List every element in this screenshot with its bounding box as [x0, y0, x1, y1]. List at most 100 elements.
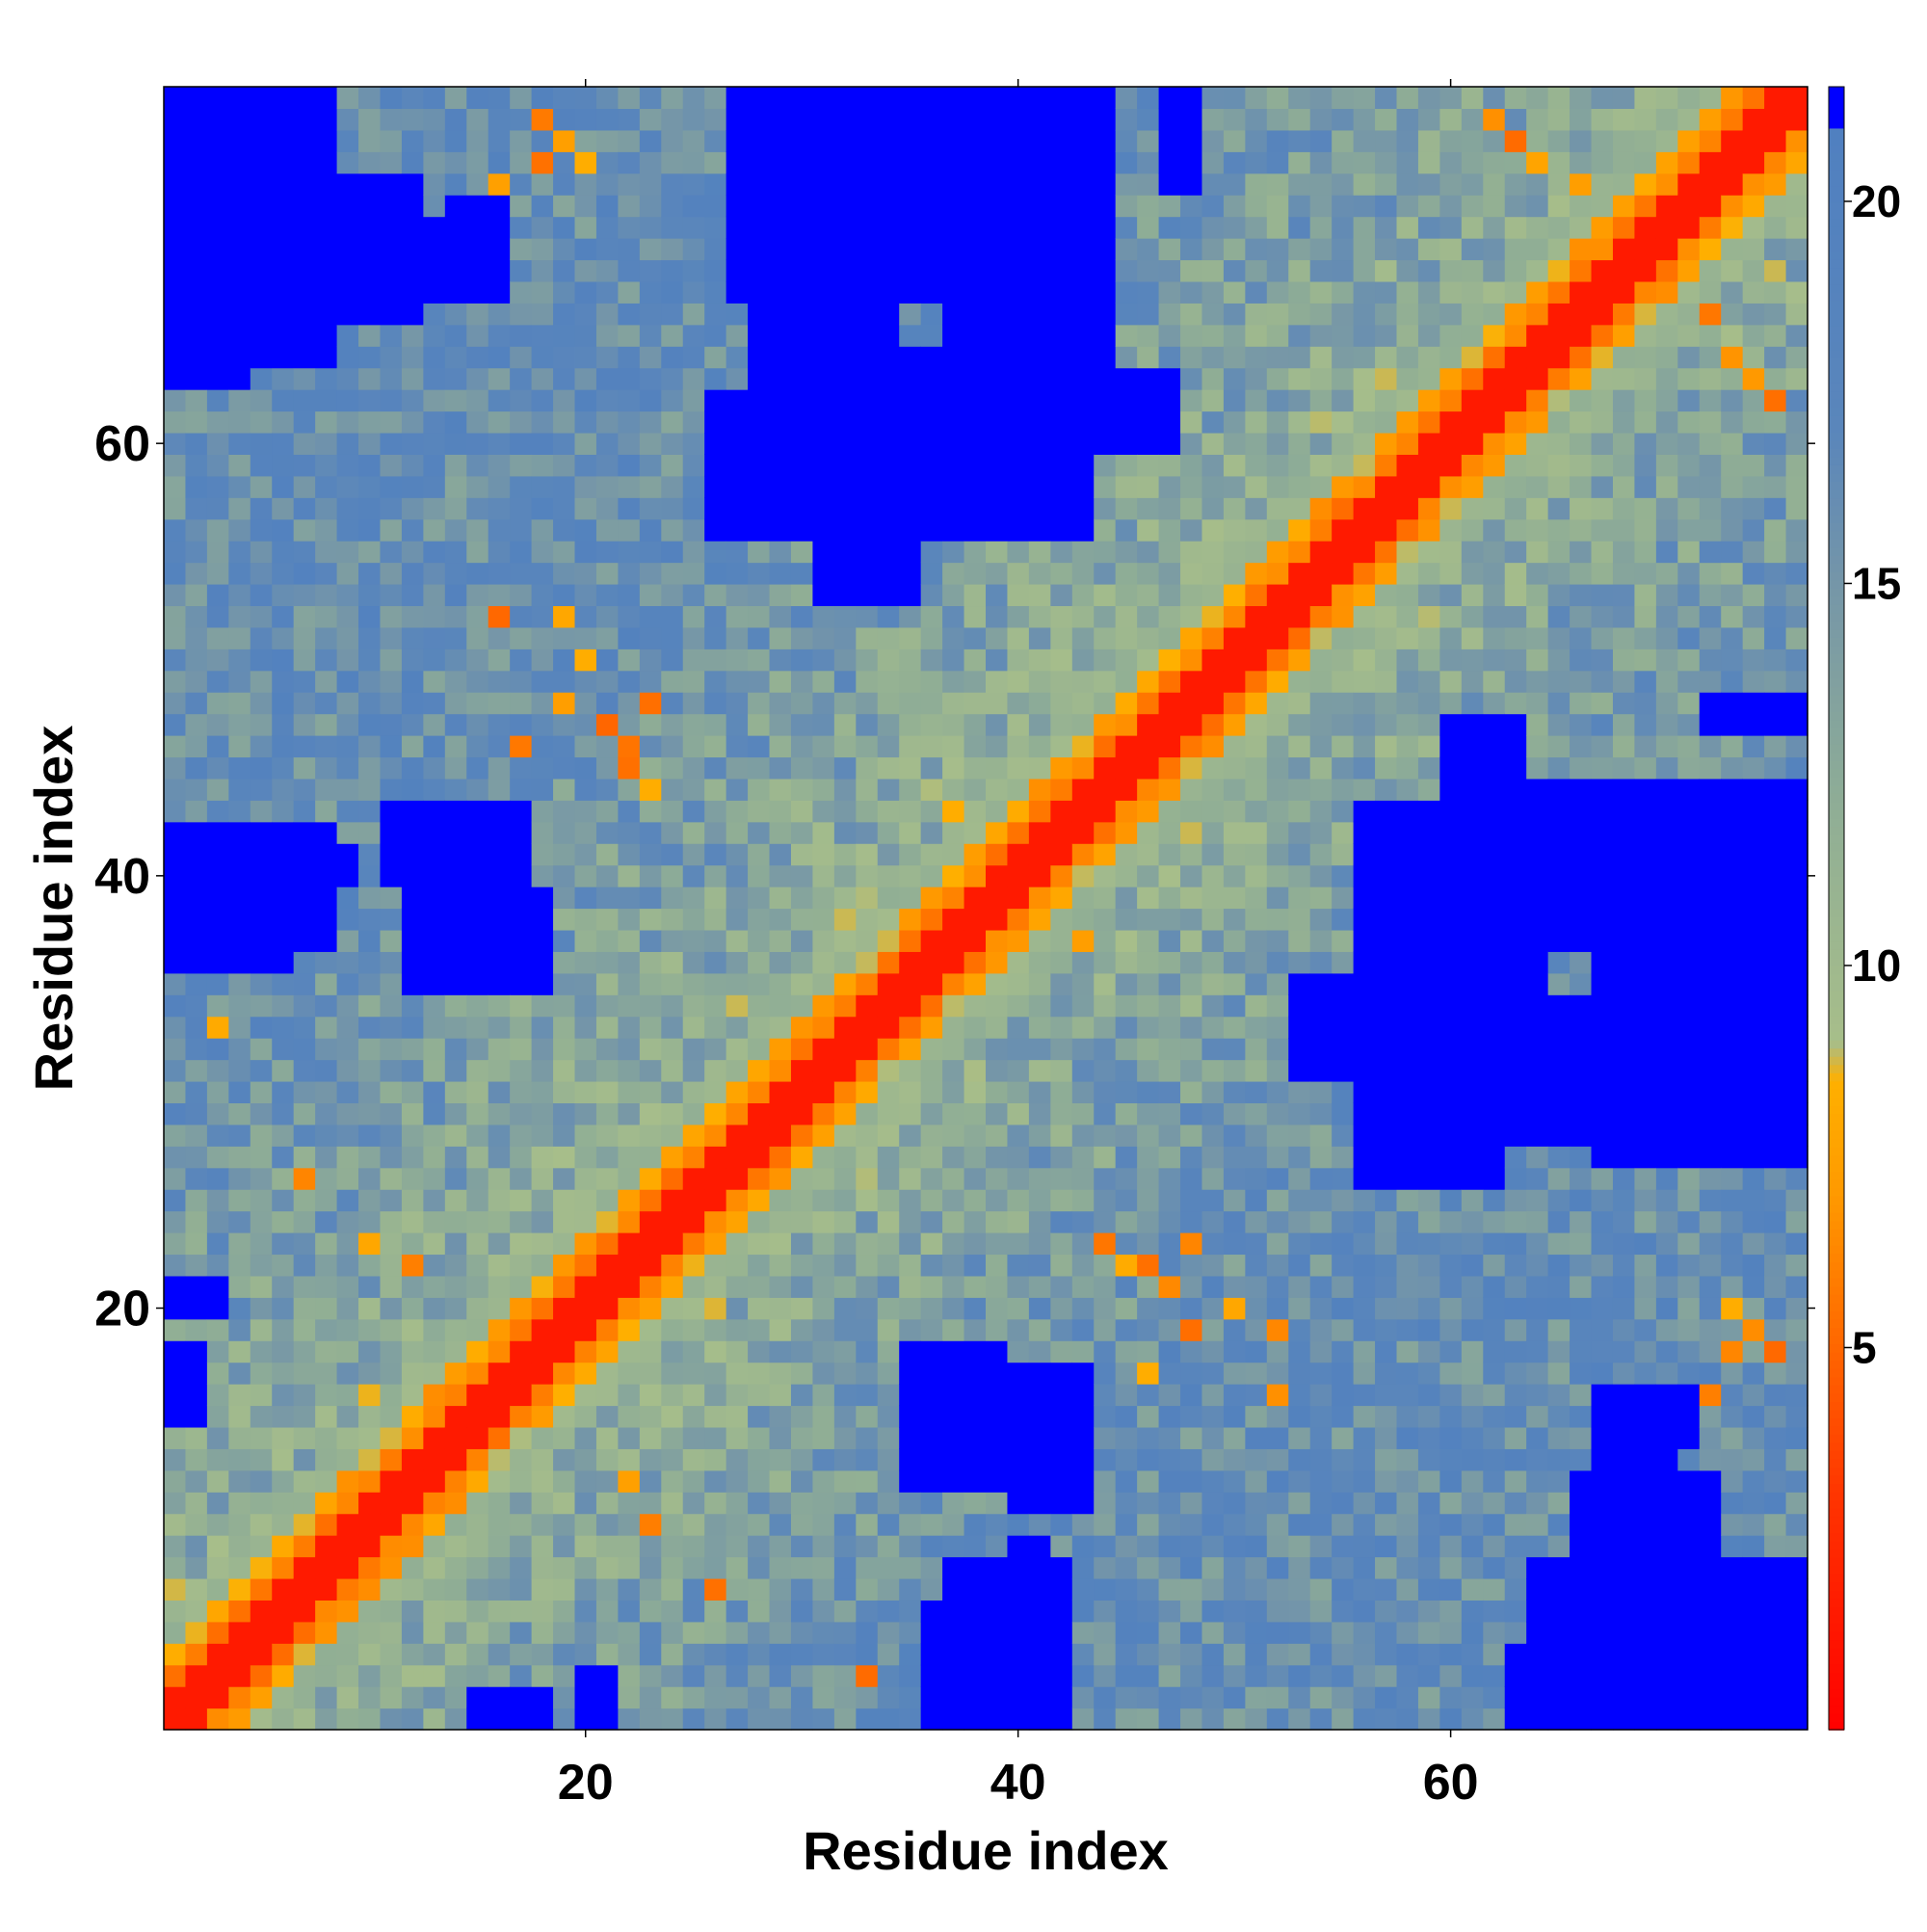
heatmap-cell	[1461, 864, 1484, 887]
heatmap-cell	[1353, 1664, 1376, 1687]
heatmap-cell	[488, 1275, 511, 1298]
heatmap-cell	[488, 1167, 511, 1190]
heatmap-cell	[553, 238, 576, 261]
heatmap-cell	[1547, 1362, 1571, 1385]
heatmap-cell	[1353, 1707, 1376, 1731]
heatmap-cell	[1071, 626, 1095, 649]
heatmap-cell	[1180, 562, 1203, 585]
heatmap-cell	[1375, 800, 1398, 823]
heatmap-cell	[401, 497, 424, 520]
heatmap-cell	[1028, 843, 1051, 866]
heatmap-cell	[986, 1664, 1009, 1687]
heatmap-cell	[964, 648, 987, 672]
heatmap-cell	[877, 1469, 900, 1493]
heatmap-cell	[1094, 129, 1117, 152]
heatmap-cell	[726, 1318, 749, 1341]
heatmap-cell	[1245, 929, 1268, 952]
heatmap-cell	[661, 735, 684, 758]
heatmap-cell	[1115, 972, 1138, 995]
heatmap-cell	[1094, 1426, 1117, 1449]
heatmap-cell	[1137, 605, 1160, 628]
heatmap-cell	[1417, 238, 1440, 261]
heatmap-cell	[272, 1146, 295, 1169]
heatmap-cell	[1375, 908, 1398, 931]
heatmap-cell	[488, 1426, 511, 1449]
heatmap-cell	[1094, 648, 1117, 672]
heatmap-cell	[1461, 1016, 1484, 1039]
heatmap-cell	[595, 1167, 619, 1190]
heatmap-cell	[1288, 1275, 1311, 1298]
heatmap-cell	[206, 1686, 229, 1709]
heatmap-cell	[790, 670, 814, 693]
heatmap-cell	[1526, 216, 1549, 239]
heatmap-cell	[466, 389, 489, 412]
heatmap-cell	[986, 778, 1009, 801]
heatmap-cell	[336, 541, 359, 564]
heatmap-cell	[185, 1384, 208, 1407]
heatmap-cell	[510, 303, 533, 326]
heatmap-cell	[336, 1210, 359, 1233]
heatmap-cell	[1526, 626, 1549, 649]
heatmap-cell	[531, 562, 554, 585]
heatmap-cell	[748, 1016, 771, 1039]
heatmap-cell	[964, 475, 987, 498]
heatmap-cell	[250, 454, 273, 477]
heatmap-cell	[986, 843, 1009, 866]
heatmap-cell	[293, 1167, 316, 1190]
heatmap-cell	[293, 1189, 316, 1212]
heatmap-cell	[1504, 1124, 1527, 1147]
heatmap-cell	[748, 1664, 771, 1687]
heatmap-cell	[1071, 583, 1095, 607]
heatmap-cell	[358, 324, 382, 347]
heatmap-cell	[1504, 1038, 1527, 1061]
heatmap-cell	[877, 583, 900, 607]
heatmap-cell	[1115, 1254, 1138, 1277]
heatmap-cell	[1245, 1275, 1268, 1298]
heatmap-cell	[682, 432, 705, 455]
heatmap-cell	[358, 1621, 382, 1644]
heatmap-cell	[986, 195, 1009, 218]
heatmap-cell	[704, 475, 727, 498]
heatmap-cell	[444, 1384, 467, 1407]
heatmap-cell	[1526, 1254, 1549, 1277]
heatmap-cell	[1223, 713, 1246, 736]
heatmap-cell	[682, 843, 705, 866]
heatmap-cell	[423, 1448, 446, 1471]
heatmap-cell	[1028, 151, 1051, 174]
heatmap-cell	[639, 800, 662, 823]
heatmap-cell	[206, 280, 229, 304]
heatmap-cell	[1375, 583, 1398, 607]
heatmap-cell	[877, 1556, 900, 1579]
heatmap-cell	[661, 280, 684, 304]
heatmap-cell	[272, 1016, 295, 1039]
heatmap-cell	[510, 367, 533, 390]
heatmap-cell	[1375, 238, 1398, 261]
heatmap-cell	[358, 864, 382, 887]
heatmap-cell	[1309, 972, 1333, 995]
heatmap-cell	[1483, 1600, 1506, 1623]
heatmap-cell	[1332, 1362, 1355, 1385]
heatmap-cell	[423, 541, 446, 564]
heatmap-cell	[1417, 367, 1440, 390]
heatmap-cell	[1417, 887, 1440, 910]
heatmap-cell	[769, 1146, 792, 1169]
heatmap-cell	[228, 497, 251, 520]
heatmap-cell	[488, 994, 511, 1018]
heatmap-cell	[1201, 1189, 1225, 1212]
heatmap-cell	[1483, 1707, 1506, 1731]
heatmap-cell	[856, 756, 879, 780]
heatmap-cell	[1547, 259, 1571, 282]
heatmap-cell	[1007, 259, 1030, 282]
heatmap-cell	[1050, 605, 1073, 628]
heatmap-cell	[1526, 1556, 1549, 1579]
heatmap-cell	[1396, 324, 1419, 347]
heatmap-cell	[1158, 389, 1181, 412]
heatmap-cell	[250, 908, 273, 931]
heatmap-cell	[206, 1232, 229, 1256]
heatmap-cell	[1071, 518, 1095, 542]
heatmap-cell	[553, 1146, 576, 1169]
heatmap-cell	[595, 1102, 619, 1125]
heatmap-cell	[293, 756, 316, 780]
heatmap-cell	[1309, 108, 1333, 131]
heatmap-cell	[1028, 887, 1051, 910]
